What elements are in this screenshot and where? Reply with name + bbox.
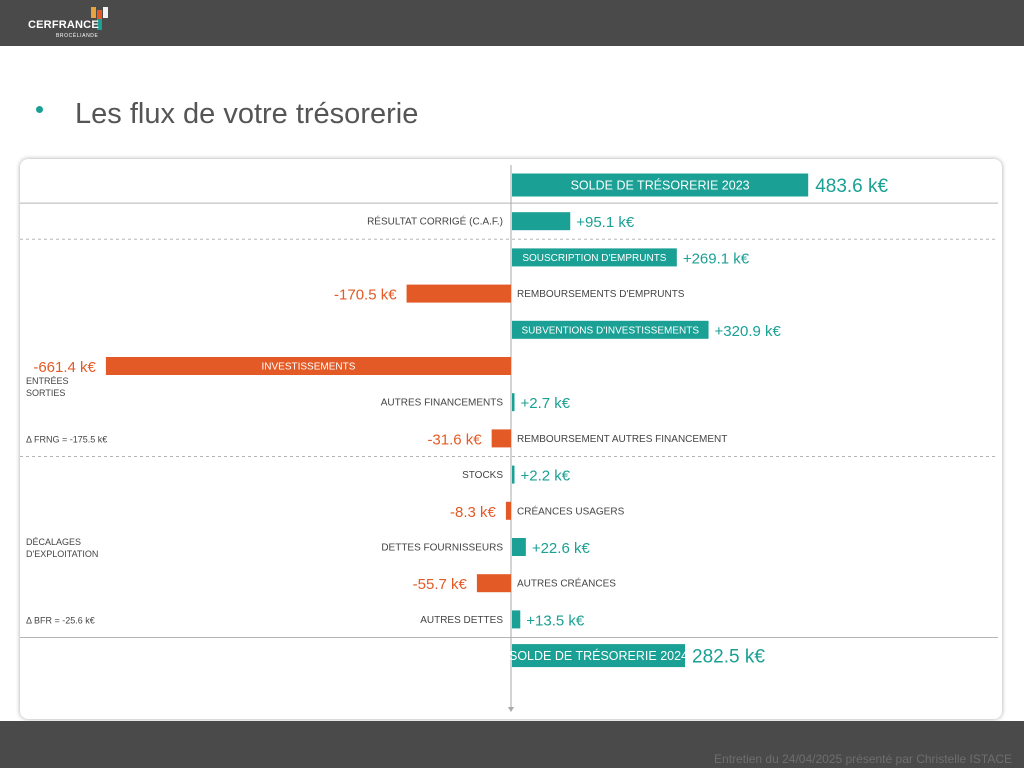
inflow-bar	[512, 538, 526, 556]
category-label: AUTRES DETTES	[420, 615, 503, 626]
category-label: INVESTISSEMENTS	[261, 362, 355, 373]
side-annotation: Δ FRNG = -175.5 k€	[26, 434, 107, 444]
bar-value-label: +2.2 k€	[521, 468, 571, 485]
inflow-bar	[512, 212, 571, 231]
side-annotation: SORTIES	[26, 388, 65, 398]
inflow-bar	[512, 610, 521, 629]
title-bullet	[36, 106, 43, 113]
chart-panel: SOLDE DE TRÉSORERIE 2023 483.6 k€ +95.1 k€…	[20, 159, 1002, 719]
outflow-bar	[476, 574, 511, 593]
bar-value-label: +22.6 k€	[532, 540, 591, 557]
logo-shape-2	[97, 10, 102, 21]
category-label: REMBOURSEMENTS D'EMPRUNTS	[517, 289, 685, 300]
solde-value-label: 483.6 k€	[815, 176, 888, 197]
bar-value-label: +269.1 k€	[683, 250, 750, 267]
footer-text: Entretien du 24/04/2025 présenté par Chr…	[714, 752, 1012, 766]
category-label: STOCKS	[462, 470, 503, 481]
cerfrance-logo: CERFRANCE BROCÉLIANDE	[28, 6, 128, 40]
logo-shape-4	[97, 19, 102, 30]
top-bar: CERFRANCE BROCÉLIANDE	[0, 0, 1024, 46]
axis-arrow-icon	[508, 707, 514, 712]
solde-bar	[512, 173, 809, 197]
solde-bar	[512, 644, 686, 668]
outflow-bar	[105, 357, 511, 375]
side-annotation: ENTRÉES	[26, 376, 69, 386]
bar-value-label: -8.3 k€	[450, 504, 497, 521]
category-label: SUBVENTIONS D'INVESTISSEMENTS	[522, 325, 700, 336]
bar-value-label: +95.1 k€	[576, 214, 635, 231]
treasury-flow-chart: SOLDE DE TRÉSORERIE 2023 483.6 k€ +95.1 k€…	[20, 165, 998, 712]
bar-value-label: -661.4 k€	[33, 359, 96, 376]
side-annotation: Δ BFR = -25.6 k€	[26, 615, 95, 625]
inflow-bar	[512, 248, 677, 267]
bar-value-label: -170.5 k€	[334, 287, 397, 304]
logo-shape-1	[91, 7, 96, 18]
bar-value-label: +13.5 k€	[526, 612, 585, 629]
bar-value-label: +2.7 k€	[521, 395, 571, 412]
logo-name: CERFRANCE	[28, 19, 99, 31]
side-annotation: D'EXPLOITATION	[26, 549, 98, 559]
category-label: CRÉANCES USAGERS	[517, 504, 625, 517]
logo-shape-3	[103, 7, 108, 18]
solde-value-label: 282.5 k€	[692, 647, 765, 668]
bar-value-label: +320.9 k€	[715, 323, 782, 340]
page-title: Les flux de votre trésorerie	[75, 98, 419, 130]
logo-subtitle: BROCÉLIANDE	[56, 33, 99, 39]
category-label: REMBOURSEMENT AUTRES FINANCEMENT	[517, 434, 727, 445]
category-label: AUTRES CRÉANCES	[517, 577, 616, 590]
category-label: RÉSULTAT CORRIGÉ (C.A.F.)	[367, 215, 503, 228]
category-label: SOUSCRIPTION D'EMPRUNTS	[522, 253, 666, 264]
bar-value-label: -31.6 k€	[427, 431, 482, 448]
solde-bar-label: SOLDE DE TRÉSORERIE 2023	[571, 178, 750, 193]
outflow-bar	[505, 501, 511, 520]
bottom-bar	[0, 721, 1024, 768]
bar-value-label: -55.7 k€	[413, 576, 468, 593]
outflow-bar	[406, 284, 511, 303]
solde-bar-label: SOLDE DE TRÉSORERIE 2024	[509, 648, 688, 663]
side-annotation: DÉCALAGES	[26, 537, 81, 547]
category-label: DETTES FOURNISSEURS	[381, 543, 503, 554]
category-label: AUTRES FINANCEMENTS	[381, 398, 504, 409]
outflow-bar	[491, 429, 511, 448]
inflow-bar	[512, 320, 709, 339]
inflow-bar	[512, 465, 515, 484]
inflow-bar	[512, 393, 515, 412]
